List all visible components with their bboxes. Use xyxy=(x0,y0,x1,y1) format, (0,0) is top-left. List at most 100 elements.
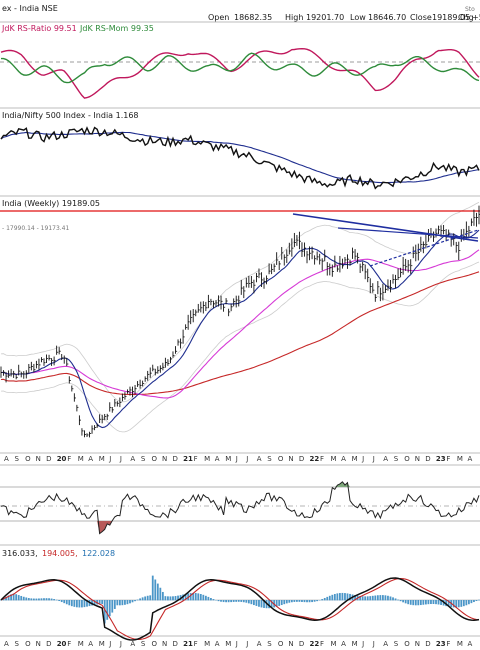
macd-histogram-bar xyxy=(63,600,66,604)
macd-histogram-bar xyxy=(192,592,195,601)
x-tick-label: F xyxy=(194,640,198,648)
macd-histogram-bar xyxy=(159,587,162,601)
oscillator-oversold-fill xyxy=(97,521,123,534)
x-tick-label: A xyxy=(215,640,220,648)
falling-trend-line xyxy=(292,213,479,242)
macd-histogram-bar xyxy=(113,600,116,609)
macd-histogram-bar xyxy=(27,598,30,601)
macd-histogram-bar xyxy=(118,600,121,606)
macd-histogram-bar xyxy=(38,598,40,601)
macd-histogram-bar xyxy=(15,594,18,601)
macd-histogram-bar xyxy=(45,598,48,601)
macd-histogram-bar xyxy=(55,599,58,601)
macd-histogram-bar xyxy=(169,596,172,601)
x-tick-label: 20 xyxy=(57,455,67,463)
x-tick-label: A xyxy=(130,455,135,463)
macd-histogram-bar xyxy=(124,600,126,605)
macd-histogram-bar xyxy=(247,600,250,604)
x-tick-label: J xyxy=(108,455,111,463)
macd-histogram-bar xyxy=(220,600,222,602)
macd-histogram-bar xyxy=(432,600,435,605)
macd-histogram-bar xyxy=(331,594,334,601)
relative-panel: India/Nifty 500 Index - India 1.168 xyxy=(0,111,480,190)
x-tick-label: 22 xyxy=(310,640,320,648)
x-tick-label: O xyxy=(25,455,31,463)
macd-histogram-bar xyxy=(156,583,159,601)
macd-histogram-bar xyxy=(222,600,225,603)
x-tick-label: A xyxy=(468,455,473,463)
open-value: 18682.35 xyxy=(234,13,272,22)
x-tick-label: S xyxy=(267,455,272,463)
macd-histogram-bar xyxy=(473,600,475,603)
macd-histogram-bar xyxy=(268,600,270,609)
macd-histogram-bar xyxy=(12,593,15,601)
x-tick-label: A xyxy=(383,455,388,463)
macd-histogram-bar xyxy=(422,600,425,605)
macd-histogram-bar xyxy=(146,595,149,601)
macd-histogram-bar xyxy=(154,579,157,601)
macd-histogram-bar xyxy=(387,595,389,601)
macd-histogram-bar xyxy=(197,593,200,601)
x-tick-label: O xyxy=(404,640,410,648)
x-tick-label: D xyxy=(173,640,178,648)
x-tick-label: A xyxy=(383,640,388,648)
macd-histogram-bar xyxy=(258,600,260,607)
macd-histogram-bar xyxy=(475,600,478,602)
high-value: 19201.70 xyxy=(306,13,344,22)
macd-histogram-bar xyxy=(460,600,463,607)
x-tick-label: N xyxy=(36,455,41,463)
macd-histogram-bar xyxy=(349,593,351,601)
bollinger-upper-band xyxy=(0,202,480,403)
macd-histogram-bar xyxy=(306,600,308,603)
x-tick-label: S xyxy=(267,640,272,648)
macd-histogram-bar xyxy=(60,600,63,603)
macd-histogram-bar xyxy=(139,598,142,601)
chg-value: +523. xyxy=(472,13,480,22)
macd-histogram-bar xyxy=(164,596,167,601)
x-tick-label: J xyxy=(245,640,248,648)
x-tick-label: A xyxy=(4,640,9,648)
x-tick-label: 23 xyxy=(436,640,446,648)
macd-histogram-bar xyxy=(316,600,319,602)
macd-histogram-bar xyxy=(275,600,278,607)
x-tick-label: A xyxy=(88,640,93,648)
macd-histogram-bar xyxy=(207,596,210,601)
macd-histogram-bar xyxy=(303,600,306,603)
macd-histogram-bar xyxy=(116,600,119,606)
macd-histogram-bar xyxy=(399,600,402,602)
macd-histogram-bar xyxy=(278,600,281,606)
panel-frames xyxy=(0,21,480,637)
macd-histogram-bar xyxy=(2,598,5,601)
x-tick-label: F xyxy=(67,455,71,463)
x-tick-label: F xyxy=(194,455,198,463)
x-tick-label: M xyxy=(78,455,84,463)
macd-histogram-bar xyxy=(445,600,448,607)
macd-histogram-bar xyxy=(245,600,248,603)
macd-histogram-bar xyxy=(237,600,240,602)
macd-histogram-bar xyxy=(184,593,187,601)
macd-histogram-bar xyxy=(131,600,134,603)
macd-histogram-bar xyxy=(430,600,432,605)
x-tick-label: N xyxy=(288,640,293,648)
macd-histogram-bar xyxy=(288,600,291,603)
x-tick-label: D xyxy=(46,640,51,648)
x-tick-label: D xyxy=(425,455,430,463)
macd-histogram-bar xyxy=(50,598,53,601)
x-tick-label: A xyxy=(257,640,262,648)
macd-histogram-bar xyxy=(293,600,296,602)
x-tick-label: A xyxy=(4,455,9,463)
close-value: 19189.05 xyxy=(432,13,470,22)
macd-histogram-bar xyxy=(346,593,349,601)
macd-histogram-bar xyxy=(321,599,324,601)
macd-histogram-bar xyxy=(437,600,440,605)
price-label: India (Weekly) 19189.05 xyxy=(2,199,100,208)
macd-histogram-bar xyxy=(83,600,86,608)
x-tick-label: A xyxy=(341,640,346,648)
x-tick-label: M xyxy=(99,640,105,648)
low-value: 18646.70 xyxy=(368,13,406,22)
rrg-panel: JdK RS-Ratio 99.51 JdK RS-Mom 99.35 xyxy=(0,24,480,99)
x-tick-label: S xyxy=(15,455,20,463)
macd-histogram-bar xyxy=(389,596,392,601)
relative-ma-line xyxy=(0,131,480,184)
